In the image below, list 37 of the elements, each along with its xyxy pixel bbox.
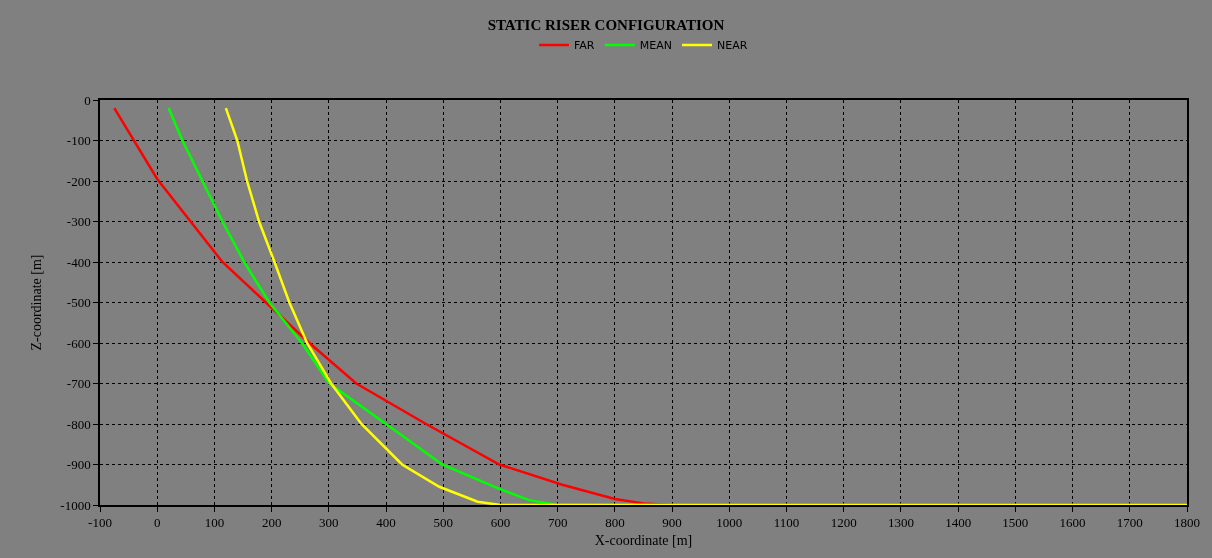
x-tick-label: 1600 (1059, 515, 1086, 531)
y-tick-label: -100 (66, 133, 91, 149)
x-tick-label: 1000 (716, 515, 743, 531)
y-tick-label: -700 (66, 376, 91, 392)
x-tick-label: 1300 (887, 515, 914, 531)
x-tick-label: 100 (204, 515, 225, 531)
y-tick-label: -500 (66, 295, 91, 311)
y-tick-label: -800 (66, 416, 91, 432)
y-tick-label: -900 (66, 457, 91, 473)
x-tick-label: 1200 (830, 515, 857, 531)
x-axis-title: X-coordinate [m] (594, 533, 693, 549)
y-tick-label: -400 (66, 254, 91, 270)
x-tick-label: 700 (547, 515, 568, 531)
x-tick-label: 1400 (945, 515, 972, 531)
x-tick-label: 600 (490, 515, 511, 531)
y-tick-label: -600 (66, 335, 91, 351)
y-tick-label: 0 (84, 92, 91, 108)
x-tick-label: -100 (88, 515, 112, 531)
x-tick-label: 1100 (773, 515, 800, 531)
x-tick-label: 1700 (1116, 515, 1143, 531)
y-tick-label: -1000 (60, 497, 91, 513)
chart-title: STATIC RISER CONFIGURATION (487, 17, 725, 34)
x-tick-label: 500 (433, 515, 454, 531)
x-tick-label: 400 (376, 515, 396, 531)
legend-label: FAR (574, 39, 595, 53)
y-axis-title: Z-coordinate [m] (29, 254, 45, 351)
x-tick-label: 1800 (1174, 515, 1200, 531)
x-tick-label: 300 (319, 515, 339, 531)
x-tick-label: 800 (605, 515, 625, 531)
x-tick-label: 1500 (1002, 515, 1029, 531)
x-tick-label: 200 (261, 515, 282, 531)
x-tick-label: 0 (153, 515, 161, 531)
x-tick-label: 900 (662, 515, 682, 531)
y-tick-label: -200 (66, 173, 91, 189)
legend-label: MEAN (639, 39, 673, 53)
y-tick-label: -300 (66, 214, 91, 230)
legend-label: NEAR (717, 39, 748, 53)
